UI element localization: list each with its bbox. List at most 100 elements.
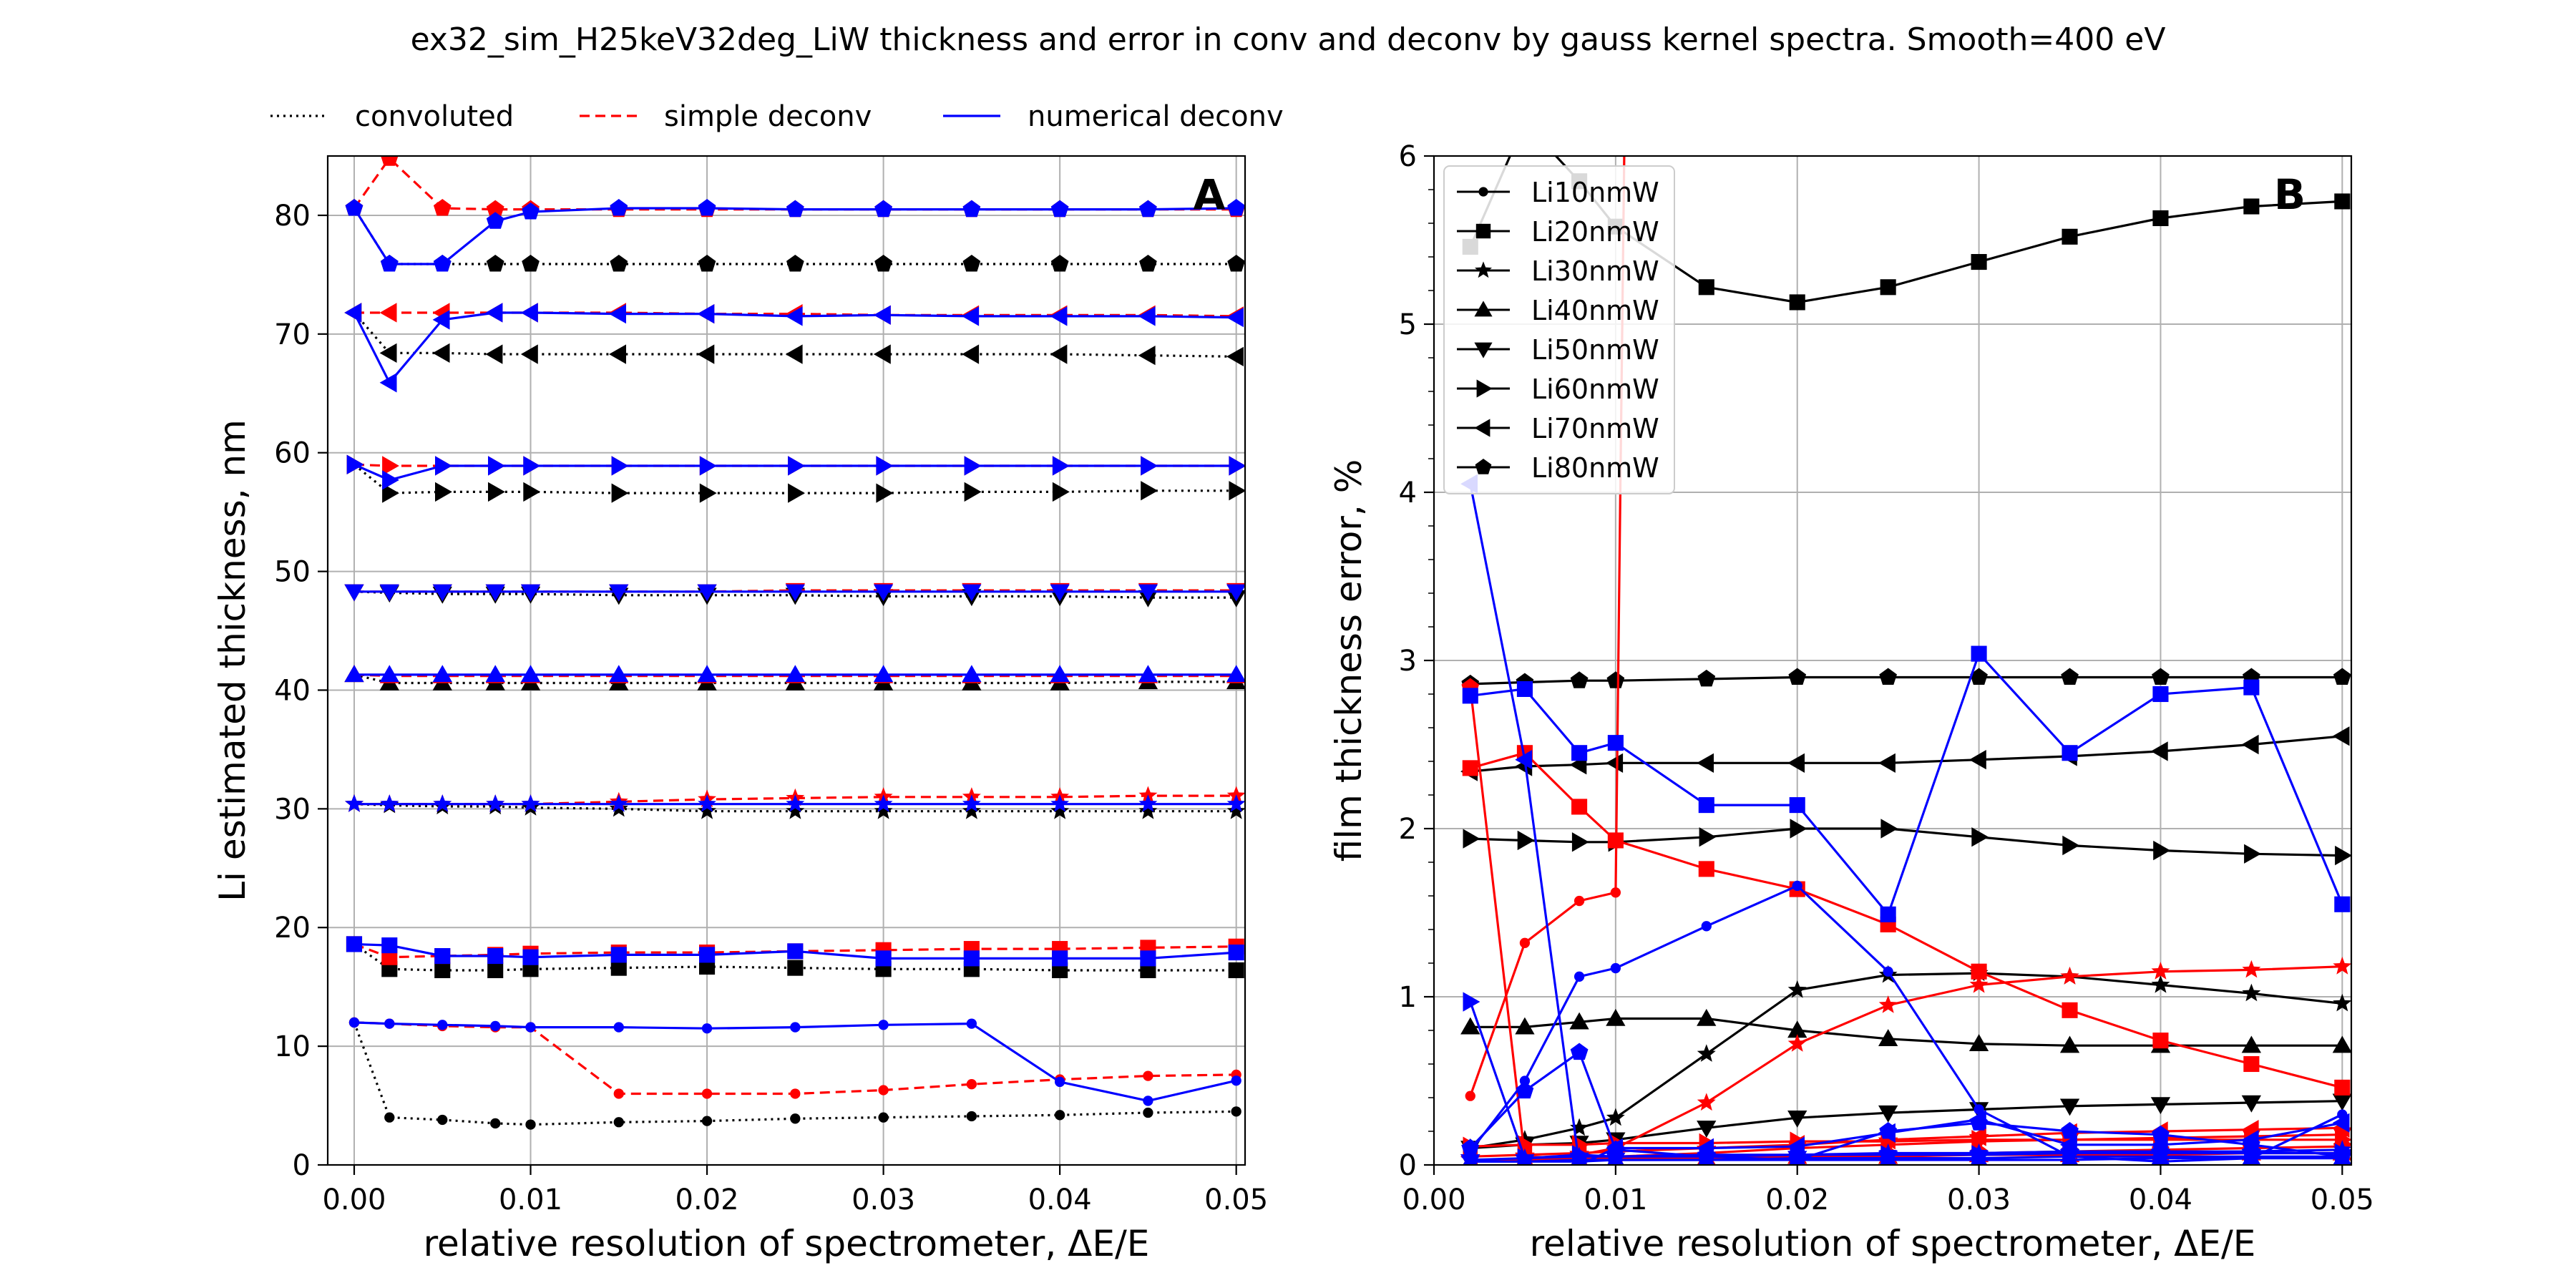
data-point [697, 304, 715, 324]
series-line [1469, 156, 1626, 1097]
series-line [1469, 1001, 2343, 1160]
data-point [962, 801, 981, 819]
x-tick-label: 0.02 [1765, 1184, 1829, 1216]
series-line [1470, 1155, 2343, 1163]
data-point [1229, 456, 1245, 476]
series-line [1470, 1100, 2343, 1150]
legend-marker [1478, 187, 1488, 197]
data-point [2150, 741, 2168, 761]
data-point [2062, 1002, 2078, 1018]
data-point [2332, 1113, 2350, 1133]
series-Li10nmW-8 [1465, 156, 1626, 1101]
data-point [698, 794, 716, 812]
data-point [962, 200, 981, 218]
data-point [1465, 1091, 1475, 1101]
data-point [345, 794, 364, 812]
data-point [434, 962, 451, 979]
data-point [1226, 307, 1244, 328]
legend-marker [1475, 459, 1492, 474]
x-tick-label: 0.00 [1402, 1184, 1465, 1216]
data-point [1515, 750, 1533, 770]
data-point [1138, 801, 1158, 819]
data-point [1054, 1110, 1065, 1121]
data-point [345, 199, 364, 216]
data-point [701, 1023, 713, 1034]
data-point [699, 947, 716, 963]
data-point [1517, 114, 1533, 130]
data-point [1228, 962, 1244, 979]
data-point [1788, 1151, 1807, 1165]
data-point [1570, 671, 1589, 688]
series-line [1469, 884, 2343, 1163]
legend-label: Li60nmW [1531, 374, 1659, 405]
data-point [1787, 1136, 1805, 1156]
ticks-a: 0.00 0.01 0.02 0.03 0.04 0.05 0 10 20 30 40 50 60 70 8… [274, 200, 1268, 1216]
data-point [1789, 797, 1805, 814]
data-point [1050, 306, 1068, 326]
data-point [379, 343, 397, 363]
data-point [1789, 294, 1805, 311]
series-line [1470, 972, 2343, 1150]
data-point [1139, 200, 1157, 218]
data-point [1460, 1154, 1480, 1165]
data-point [1971, 645, 1987, 662]
data-point [2059, 1098, 2080, 1116]
data-point [381, 156, 399, 166]
data-point [1574, 971, 1585, 982]
data-point [1971, 1145, 1989, 1165]
series-line [353, 1021, 1236, 1096]
data-point [2243, 679, 2260, 696]
data-point [1517, 830, 1535, 851]
data-point [701, 1088, 713, 1099]
data-point [1143, 1096, 1153, 1106]
data-point [788, 456, 805, 476]
data-point [1878, 995, 1898, 1013]
legend-entry: Li70nmW [1457, 413, 1659, 444]
data-point [874, 801, 893, 819]
data-point [1231, 1075, 1241, 1086]
data-point [962, 665, 982, 683]
data-point [1969, 975, 1989, 993]
x-tick-label: 0.04 [1028, 1184, 1092, 1216]
y-axis-label-a: Li estimated thickness, nm [212, 419, 253, 902]
data-point [521, 794, 540, 812]
data-point [381, 949, 398, 965]
data-point [1968, 1034, 1989, 1051]
data-point [2334, 193, 2351, 210]
data-point [2333, 1147, 2351, 1164]
data-point [384, 1018, 395, 1029]
data-point [1226, 786, 1245, 804]
data-point [876, 456, 894, 476]
y-tick-label: 70 [274, 318, 311, 351]
data-point [875, 950, 892, 967]
data-point [1971, 254, 1987, 270]
data-point [874, 794, 893, 812]
data-point [964, 482, 982, 502]
data-point [962, 584, 982, 602]
data-point [382, 483, 399, 503]
data-point [525, 1022, 536, 1033]
series-Li50nmW-14 [344, 584, 1245, 602]
data-point [435, 456, 452, 476]
data-point [523, 482, 541, 502]
legend-entry: Li60nmW [1457, 374, 1659, 405]
data-point [486, 794, 505, 812]
data-point [964, 456, 982, 476]
series-line [353, 311, 1236, 384]
data-point [2152, 1033, 2169, 1049]
data-point [1517, 1148, 1535, 1165]
data-point [697, 344, 715, 364]
chart-panel-b: 0.00 0.01 0.02 0.03 0.04 0.05 0 1 2 3 4 5 6 B Li10nm… [1328, 114, 2374, 1264]
data-point [610, 947, 627, 963]
data-point [790, 1088, 801, 1099]
series-line [353, 1022, 1236, 1126]
data-point [962, 255, 981, 272]
data-point [1141, 456, 1158, 476]
x-axis-label-a: relative resolution of spectrometer, ΔE/… [424, 1223, 1150, 1264]
data-point [962, 306, 980, 326]
data-point [1228, 945, 1244, 961]
data-point [698, 255, 716, 272]
data-point [1461, 1138, 1480, 1156]
data-point [1787, 1034, 1807, 1052]
data-point [1143, 1107, 1153, 1118]
